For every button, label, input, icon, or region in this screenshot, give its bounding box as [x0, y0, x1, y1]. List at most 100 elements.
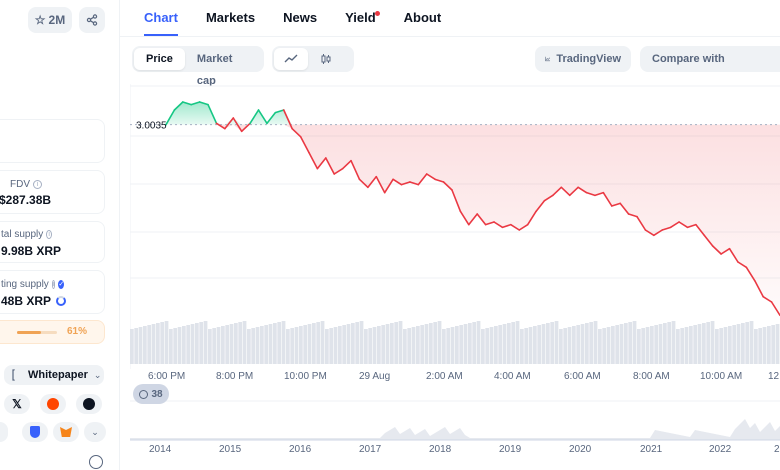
- coin-sidebar: ☆ 2M FDV i $287.38B tal supply i 9.98B X…: [0, 0, 120, 470]
- price-line-segment: [165, 109, 176, 126]
- price-line-segment: [341, 159, 352, 170]
- line-chart-option[interactable]: [274, 48, 308, 70]
- tab-yield[interactable]: Yield: [331, 0, 390, 36]
- price-line-segment: [686, 223, 697, 229]
- volume-bar: [658, 324, 663, 364]
- navigator-area: [130, 419, 780, 440]
- volume-bar: [403, 329, 407, 364]
- year-label: 2015: [219, 444, 242, 455]
- share-icon: [86, 14, 98, 26]
- shield-icon: [30, 426, 40, 438]
- candlestick-option[interactable]: [308, 48, 344, 70]
- volume-bar: [273, 323, 277, 364]
- price-line-segment: [770, 301, 780, 317]
- tradingview-button[interactable]: TradingView: [535, 46, 631, 72]
- volume-bar: [546, 323, 550, 364]
- volume-bar: [199, 322, 204, 364]
- info-icon[interactable]: i: [33, 180, 42, 189]
- volume-bar: [203, 321, 208, 364]
- price-line-segment: [526, 210, 537, 226]
- price-line-segment: [728, 247, 739, 263]
- volume-bar: [533, 326, 537, 364]
- supply-progress-label: 61%: [67, 326, 88, 337]
- event-badge[interactable]: 38: [133, 384, 169, 404]
- tab-about[interactable]: About: [403, 10, 442, 25]
- more-wallets-button[interactable]: ⌄: [84, 422, 106, 442]
- x-link[interactable]: 𝕏: [4, 394, 30, 414]
- volume-bar: [572, 326, 576, 364]
- volume-bar: [186, 325, 191, 364]
- price-line-segment: [358, 178, 369, 189]
- price-line-segment: [476, 213, 487, 226]
- tab-chart[interactable]: Chart: [130, 0, 192, 36]
- volume-bar: [710, 321, 715, 364]
- price-line-segment: [737, 261, 748, 269]
- volume-bar: [775, 324, 780, 364]
- supply-progress-fill: [17, 331, 42, 334]
- circulating-supply-value: 48B XRP: [1, 294, 67, 308]
- supply-progress-bar: [17, 331, 57, 334]
- price-line-segment: [552, 186, 563, 197]
- total-supply-label: tal supply: [1, 229, 44, 240]
- price-line-segment: [594, 191, 605, 197]
- volume-bar: [702, 323, 706, 364]
- share-button[interactable]: [79, 7, 105, 33]
- volume-bar: [294, 327, 299, 364]
- fdv-label: FDV: [10, 179, 30, 190]
- volume-bar: [364, 329, 368, 364]
- volume-bar: [303, 325, 308, 364]
- price-line-segment: [703, 234, 714, 247]
- whitepaper-dropdown[interactable]: Whitepaper ⌄: [14, 365, 104, 385]
- volume-bar: [398, 321, 403, 364]
- volume-bar: [182, 326, 186, 364]
- metamask-link[interactable]: [53, 422, 79, 442]
- market-cap-option[interactable]: Market cap: [196, 53, 233, 87]
- clock-icon: [139, 389, 149, 399]
- volume-bar: [515, 321, 520, 364]
- price-line-segment: [291, 127, 302, 138]
- volume-bar: [307, 324, 312, 364]
- volume-bar: [632, 321, 637, 364]
- tab-news[interactable]: News: [283, 10, 318, 25]
- price-line-segment: [400, 181, 411, 186]
- volume-bar: [437, 321, 442, 364]
- info-icon[interactable]: i: [51, 280, 56, 289]
- reddit-link[interactable]: [40, 394, 66, 414]
- volume-bar: [468, 323, 472, 364]
- volume-bar: [528, 327, 533, 364]
- volume-bar: [463, 324, 468, 364]
- security-badge-icon[interactable]: [89, 455, 103, 469]
- wallet-link[interactable]: [0, 422, 8, 442]
- x-tick-label: 6:00 AM: [564, 371, 601, 382]
- volume-bar: [502, 324, 507, 364]
- github-link[interactable]: [76, 394, 102, 414]
- reddit-icon: [47, 398, 59, 410]
- volume-bar: [433, 322, 438, 364]
- volume-bar: [602, 328, 607, 364]
- volume-bar: [138, 327, 143, 364]
- price-option[interactable]: Price: [134, 48, 185, 70]
- volume-bar: [286, 329, 290, 364]
- tab-markets[interactable]: Markets: [205, 10, 256, 25]
- volume-bar: [654, 325, 659, 364]
- volume-bar: [424, 324, 429, 364]
- circulating-supply-label: ting supply: [1, 279, 49, 290]
- price-line-segment: [467, 213, 479, 226]
- compare-with-select[interactable]: Compare with: [640, 46, 780, 72]
- github-icon: [83, 398, 95, 410]
- price-line-segment: [695, 223, 706, 237]
- info-icon[interactable]: i: [46, 230, 52, 239]
- watchlist-button[interactable]: ☆ 2M: [28, 7, 72, 33]
- volume-bar: [576, 325, 581, 364]
- volume-bar: [299, 326, 303, 364]
- price-line-segment: [308, 151, 319, 170]
- tradingview-label: TradingView: [556, 53, 621, 65]
- volume-bar: [476, 321, 481, 364]
- price-line-segment: [644, 229, 655, 237]
- volume-bar: [689, 326, 693, 364]
- price-line-segment: [493, 221, 504, 229]
- whitepaper-label: Whitepaper: [28, 369, 88, 381]
- price-line-segment: [375, 175, 386, 194]
- price-chart[interactable]: 3.0035: [130, 84, 780, 444]
- shield-link[interactable]: [22, 422, 48, 442]
